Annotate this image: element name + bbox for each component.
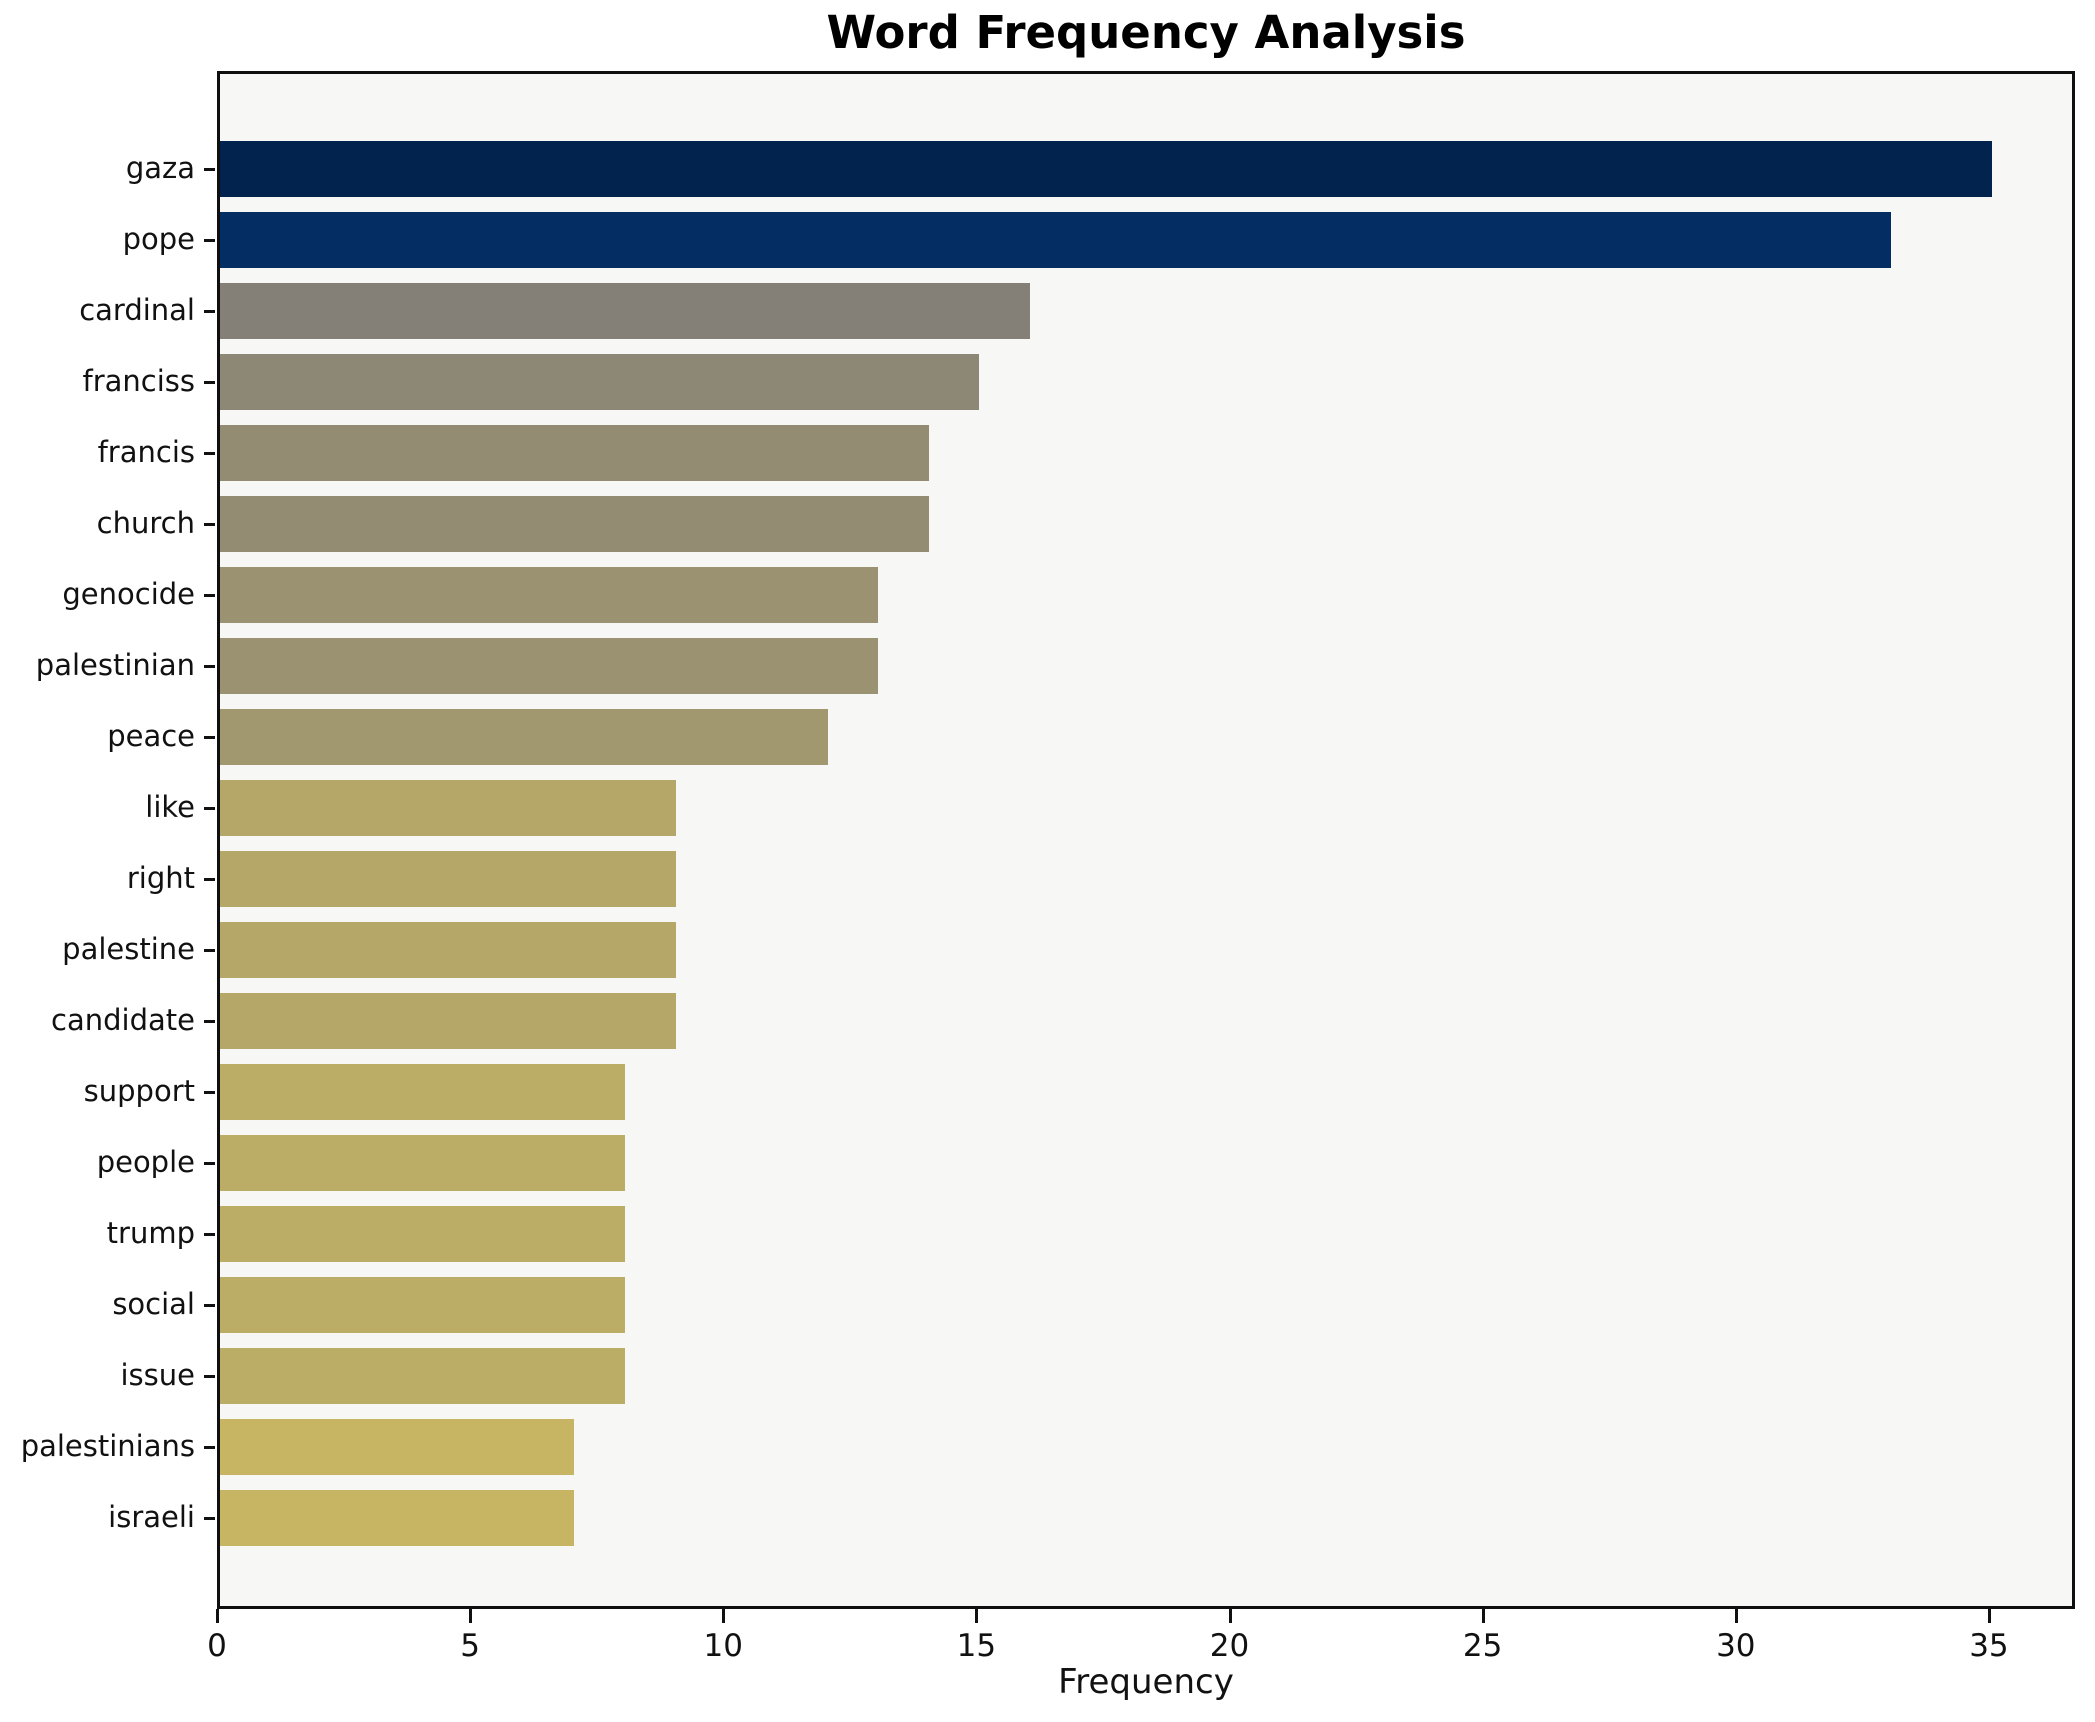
y-tick-mark bbox=[204, 239, 215, 242]
bar-people bbox=[220, 1135, 625, 1191]
y-tick-mark bbox=[204, 452, 215, 455]
y-tick-label-people: people bbox=[96, 1145, 195, 1179]
y-tick-label-israeli: israeli bbox=[108, 1500, 195, 1534]
bar-franciss bbox=[220, 354, 979, 410]
x-tick-label-30: 30 bbox=[1716, 1628, 1756, 1664]
x-tick-label-25: 25 bbox=[1462, 1628, 1503, 1664]
y-tick-label-like: like bbox=[145, 790, 195, 824]
y-tick-mark bbox=[204, 1446, 215, 1449]
y-tick-mark bbox=[204, 381, 215, 384]
y-tick-mark bbox=[204, 1304, 215, 1307]
y-tick-label-social: social bbox=[112, 1287, 195, 1321]
y-tick-mark bbox=[204, 1020, 215, 1023]
bar-peace bbox=[220, 709, 828, 765]
x-tick-label-15: 15 bbox=[956, 1628, 997, 1664]
x-tick-label-10: 10 bbox=[703, 1628, 743, 1664]
y-tick-mark bbox=[204, 807, 215, 810]
y-tick-label-pope: pope bbox=[122, 222, 195, 256]
bar-issue bbox=[220, 1348, 625, 1404]
y-tick-mark bbox=[204, 1517, 215, 1520]
x-tick-mark bbox=[1228, 1609, 1232, 1623]
y-tick-label-gaza: gaza bbox=[125, 151, 195, 185]
x-tick-mark bbox=[1734, 1609, 1738, 1623]
y-tick-label-issue: issue bbox=[120, 1358, 196, 1392]
y-tick-label-franciss: franciss bbox=[82, 364, 195, 398]
bar-cardinal bbox=[220, 283, 1030, 339]
x-axis-label: Frequency bbox=[1058, 1662, 1234, 1702]
bar-israeli bbox=[220, 1490, 574, 1546]
y-tick-label-palestinians: palestinians bbox=[20, 1429, 195, 1463]
x-tick-label-0: 0 bbox=[207, 1628, 227, 1664]
bar-candidate bbox=[220, 993, 676, 1049]
bar-francis bbox=[220, 425, 929, 481]
y-tick-mark bbox=[204, 665, 215, 668]
bar-right bbox=[220, 851, 676, 907]
y-tick-mark bbox=[204, 1091, 215, 1094]
bar-genocide bbox=[220, 567, 878, 623]
bar-like bbox=[220, 780, 676, 836]
x-tick-mark bbox=[216, 1609, 219, 1623]
bar-church bbox=[220, 496, 929, 552]
y-tick-mark bbox=[204, 168, 215, 171]
x-tick-label-35: 35 bbox=[1969, 1628, 2009, 1664]
bar-support bbox=[220, 1064, 625, 1120]
y-tick-mark bbox=[204, 1375, 215, 1378]
x-tick-mark bbox=[722, 1609, 726, 1623]
bar-palestinians bbox=[220, 1419, 574, 1475]
x-tick-mark bbox=[1481, 1609, 1485, 1623]
y-tick-label-palestinian: palestinian bbox=[35, 648, 195, 682]
bar-social bbox=[220, 1277, 625, 1333]
x-tick-label-20: 20 bbox=[1209, 1628, 1250, 1664]
plot-area bbox=[217, 71, 2075, 1609]
x-tick-mark bbox=[975, 1609, 979, 1623]
x-tick-label-5: 5 bbox=[460, 1628, 480, 1664]
y-tick-label-cardinal: cardinal bbox=[79, 293, 195, 327]
bar-palestine bbox=[220, 922, 676, 978]
y-tick-label-trump: trump bbox=[106, 1216, 195, 1250]
chart-title: Word Frequency Analysis bbox=[826, 6, 1466, 59]
y-tick-mark bbox=[204, 1162, 215, 1165]
x-tick-mark bbox=[1987, 1609, 1991, 1623]
bar-gaza bbox=[220, 141, 1992, 197]
y-tick-mark bbox=[204, 949, 215, 952]
y-tick-label-palestine: palestine bbox=[62, 932, 195, 966]
y-tick-mark bbox=[204, 878, 215, 881]
y-tick-label-church: church bbox=[96, 506, 195, 540]
y-tick-mark bbox=[204, 1233, 215, 1236]
y-tick-mark bbox=[204, 594, 215, 597]
y-tick-mark bbox=[204, 523, 215, 526]
bar-trump bbox=[220, 1206, 625, 1262]
y-tick-label-peace: peace bbox=[107, 719, 195, 753]
y-tick-label-candidate: candidate bbox=[51, 1003, 195, 1037]
y-tick-label-genocide: genocide bbox=[62, 577, 195, 611]
y-tick-mark bbox=[204, 310, 215, 313]
bar-palestinian bbox=[220, 638, 878, 694]
y-tick-mark bbox=[204, 736, 215, 739]
bar-pope bbox=[220, 212, 1891, 268]
y-tick-label-support: support bbox=[83, 1074, 195, 1108]
x-tick-mark bbox=[469, 1609, 473, 1623]
y-tick-label-right: right bbox=[126, 861, 195, 895]
y-tick-label-francis: francis bbox=[97, 435, 195, 469]
